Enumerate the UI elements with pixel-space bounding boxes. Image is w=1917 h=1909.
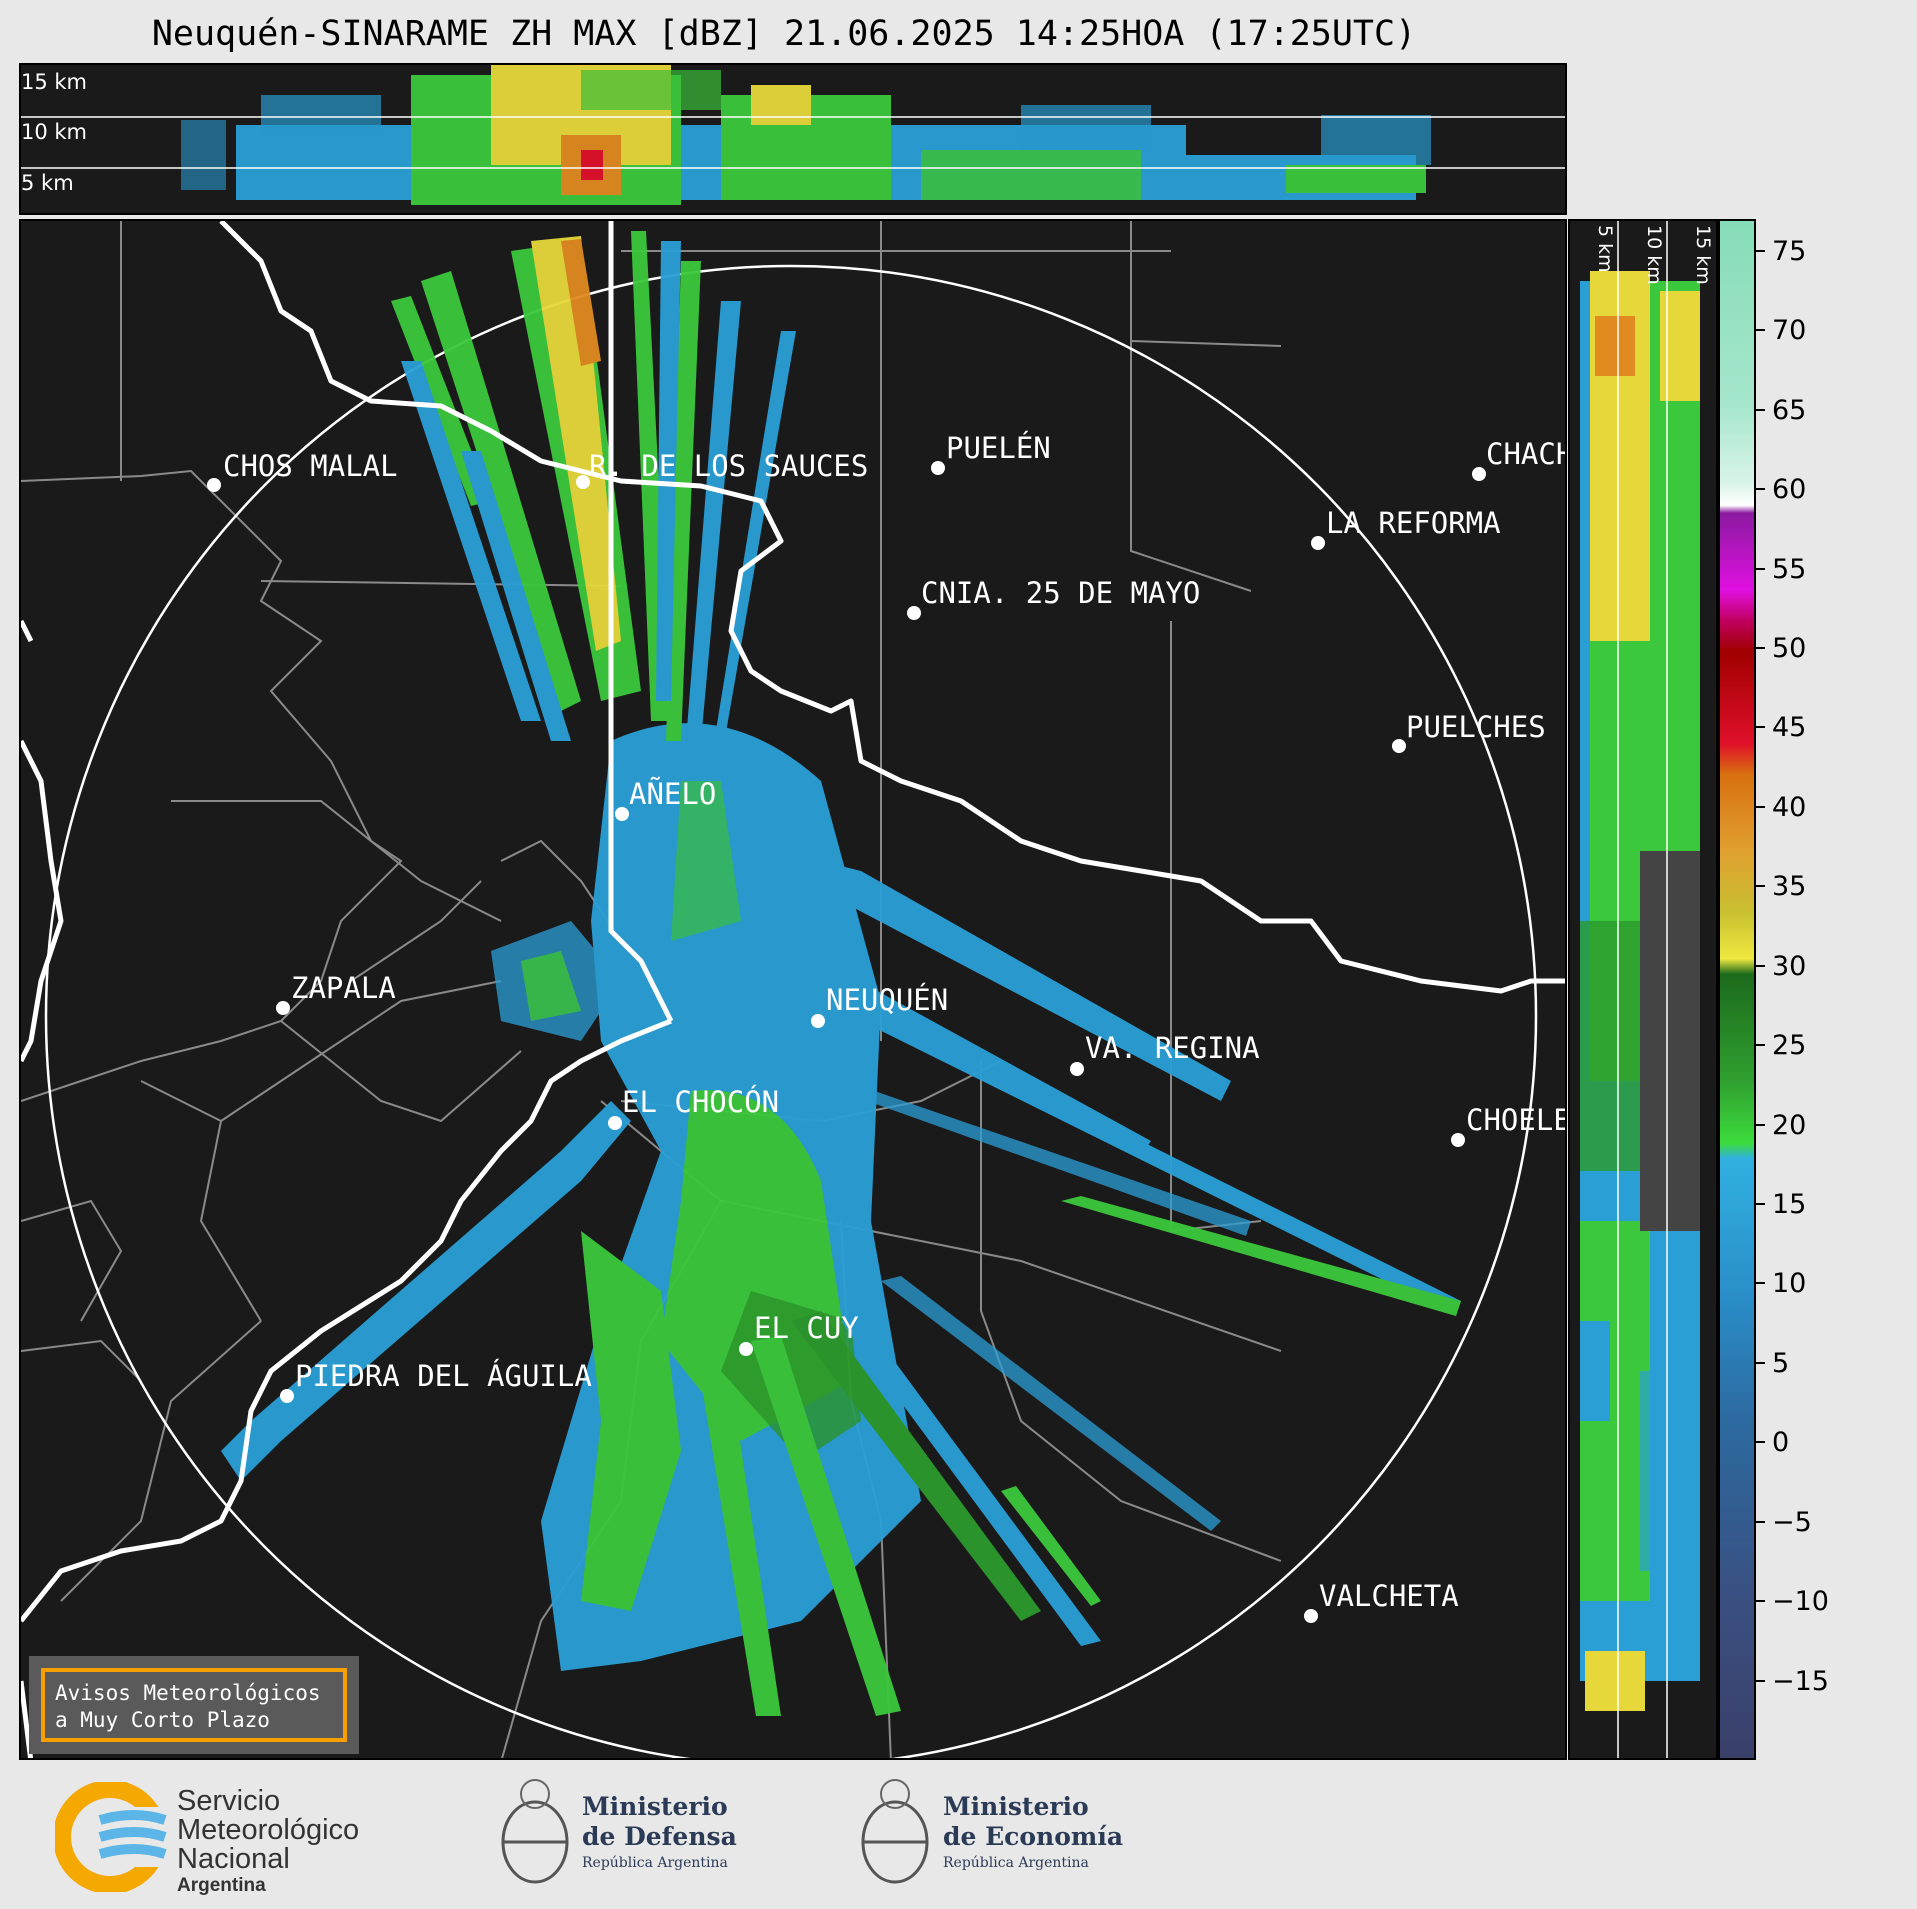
height-label-5km: 5 km [21, 171, 74, 195]
city-label-neuquen: NEUQUÉN [826, 983, 949, 1017]
top-cross-section-panel: 15 km 10 km 5 km [19, 63, 1567, 215]
city-label-chos-malal: CHOS MALAL [223, 449, 398, 483]
smn-logo-icon [55, 1782, 180, 1892]
radar-echoes [221, 231, 1461, 1716]
warning-line-2: a Muy Corto Plazo [55, 1708, 270, 1732]
colorbar-tick-label: 15 [1772, 1188, 1807, 1220]
colorbar-tick-label: 45 [1772, 712, 1807, 744]
colorbar-tick-mark [1756, 249, 1765, 252]
city-label-piedra-del-aguila: PIEDRA DEL ÁGUILA [295, 1359, 592, 1393]
city-markers [207, 461, 1486, 1623]
city-label-choele: CHOELE [1466, 1103, 1567, 1137]
colorbar-tick-mark [1756, 1679, 1765, 1682]
colorbar-tick-mark [1756, 964, 1765, 967]
warning-box: Avisos Meteorológicos a Muy Corto Plazo [29, 1656, 359, 1754]
colorbar-tick-mark [1756, 1600, 1765, 1603]
height-label-15km: 15 km [21, 70, 88, 94]
colorbar-tick-label: 30 [1772, 950, 1807, 982]
colorbar-tick-mark [1756, 1520, 1765, 1523]
city-label-puelen: PUELÉN [946, 431, 1051, 465]
colorbar-tick-mark [1756, 646, 1765, 649]
argentina-coat-of-arms-icon [501, 1779, 569, 1884]
argentina-coat-of-arms-icon-2 [861, 1779, 929, 1884]
smn-logo-text: Servicio Meteorológico Nacional Argentin… [177, 1787, 359, 1898]
colorbar-tick-label: 10 [1772, 1268, 1807, 1300]
footer-logos: Servicio Meteorológico Nacional Argentin… [0, 1762, 1917, 1909]
colorbar-tick-mark [1756, 408, 1765, 411]
warning-line-1: Avisos Meteorológicos [55, 1681, 321, 1705]
smn-line4: Argentina [177, 1875, 266, 1896]
colorbar-tick-mark [1756, 726, 1765, 729]
colorbar-tick-label: 60 [1772, 474, 1807, 506]
side-height-label-10km: 10 km [1643, 225, 1665, 285]
colorbar-tick-label: 40 [1772, 791, 1807, 823]
defensa-line3: República Argentina [582, 1855, 728, 1871]
city-label-valcheta: VALCHETA [1319, 1579, 1459, 1613]
city-label-el-chocon: EL CHOCÓN [622, 1085, 780, 1119]
colorbar-tick-label: 75 [1772, 235, 1807, 267]
colorbar-tick-mark [1756, 805, 1765, 808]
city-label-cnia-25-de-mayo: CNIA. 25 DE MAYO [921, 576, 1201, 610]
range-ring [44, 264, 1538, 1758]
city-label-rincon-de-los-sauces: R. DE LOS SAUCES [589, 449, 869, 483]
page-title: Neuquén-SINARAME ZH MAX [dBZ] 21.06.2025… [151, 14, 1417, 54]
defensa-line2: de Defensa [582, 1822, 737, 1851]
colorbar-tick-label: −15 [1772, 1665, 1829, 1697]
economia-line2: de Economía [943, 1822, 1124, 1851]
colorbar-tick-label: 5 [1772, 1347, 1790, 1379]
colorbar-tick-label: 25 [1772, 1030, 1807, 1062]
city-label-el-cuy: EL CUY [754, 1311, 859, 1345]
side-height-label-5km: 5 km [1594, 225, 1616, 273]
smn-line1: Servicio [177, 1785, 281, 1817]
height-label-10km: 10 km [21, 120, 88, 144]
colorbar-tick-label: 35 [1772, 871, 1807, 903]
colorbar-tick-label: −5 [1772, 1506, 1812, 1538]
economia-line1: Ministerio [943, 1792, 1089, 1821]
colorbar-tick-label: 65 [1772, 394, 1807, 426]
city-label-anelo: AÑELO [629, 777, 717, 811]
city-label-puelches: PUELCHES [1406, 710, 1546, 744]
city-label-va-regina: VA. REGINA [1085, 1031, 1260, 1065]
city-label-la-reforma: LA REFORMA [1326, 506, 1501, 540]
colorbar-tick-mark [1756, 488, 1765, 491]
colorbar-tick-mark [1756, 567, 1765, 570]
colorbar-tick-mark [1756, 1441, 1765, 1444]
colorbar-tick-mark [1756, 1044, 1765, 1047]
top-cross-section-echoes [21, 65, 1565, 205]
radar-map[interactable]: CHOS MALAL R. DE LOS SAUCES PUELÉN CHACH… [19, 219, 1567, 1760]
colorbar-tick-mark [1756, 885, 1765, 888]
side-cross-section-echoes [1580, 221, 1700, 1758]
radar-map-graphics [21, 221, 1565, 1758]
colorbar-tick-mark [1756, 329, 1765, 332]
colorbar-tick-label: 55 [1772, 553, 1807, 585]
smn-line3: Nacional [177, 1843, 290, 1875]
province-border [21, 221, 1565, 1758]
smn-line2: Meteorológico [177, 1814, 360, 1846]
colorbar-tick-label: 0 [1772, 1427, 1790, 1459]
city-label-chach: CHACH [1486, 437, 1567, 471]
colorbar-tick-mark [1756, 1361, 1765, 1364]
side-height-label-15km: 15 km [1692, 225, 1714, 285]
colorbar-tick-labels: 75 70 65 60 55 50 45 40 35 30 25 20 15 10 5 0 −5 −10 −15 [1756, 219, 1876, 1760]
economia-line3: República Argentina [943, 1855, 1089, 1871]
colorbar-tick-mark [1756, 1123, 1765, 1126]
city-label-zapala: ZAPALA [291, 971, 396, 1005]
colorbar-tick-mark [1756, 1202, 1765, 1205]
colorbar-tick-mark [1756, 1282, 1765, 1285]
colorbar-tick-label: 50 [1772, 632, 1807, 664]
dbz-colorbar [1718, 219, 1756, 1760]
colorbar-tick-label: −10 [1772, 1586, 1829, 1618]
colorbar-tick-label: 20 [1772, 1109, 1807, 1141]
colorbar-tick-label: 70 [1772, 315, 1807, 347]
defensa-line1: Ministerio [582, 1792, 728, 1821]
side-cross-section-panel: 5 km 10 km 15 km [1568, 219, 1718, 1760]
